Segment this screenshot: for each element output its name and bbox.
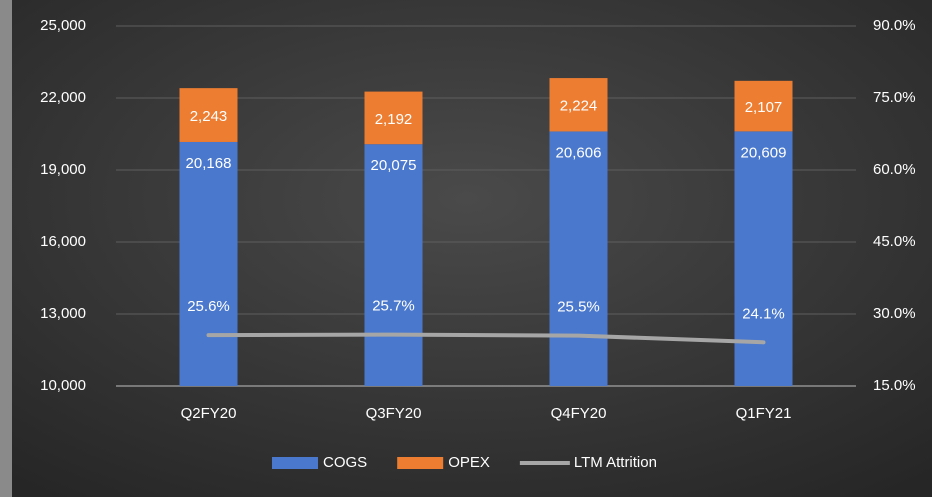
bar-segment [179, 141, 238, 386]
bar-segment [549, 131, 608, 386]
data-label: 20,075 [371, 157, 417, 174]
y-tick-label: 16,000 [40, 233, 86, 250]
data-label: 25.5% [557, 299, 600, 316]
legend-label: OPEX [448, 454, 490, 471]
data-label: 20,609 [741, 144, 787, 161]
x-tick-label: Q1FY21 [736, 405, 792, 422]
x-tick-label: Q2FY20 [181, 405, 237, 422]
legend-swatch [272, 457, 318, 469]
data-label: 25.6% [187, 298, 230, 315]
data-label: 2,107 [745, 99, 783, 116]
y2-tick-label: 30.0% [873, 305, 916, 322]
legend-label: LTM Attrition [574, 454, 657, 471]
y2-tick-label: 90.0% [873, 17, 916, 34]
data-label: 2,243 [190, 108, 228, 125]
y2-tick-label: 15.0% [873, 377, 916, 394]
data-label: 2,192 [375, 111, 413, 128]
y2-tick-label: 45.0% [873, 233, 916, 250]
bar-segment [734, 131, 793, 386]
y-tick-label: 25,000 [40, 17, 86, 34]
y-tick-label: 10,000 [40, 377, 86, 394]
y-tick-label: 19,000 [40, 161, 86, 178]
data-label: 2,224 [560, 98, 598, 115]
data-label: 25.7% [372, 298, 415, 315]
legend-swatch [397, 457, 444, 469]
bar-segment [364, 144, 423, 386]
bar-segment [549, 78, 608, 132]
bar-segment [734, 80, 793, 132]
x-tick-label: Q3FY20 [366, 405, 422, 422]
y2-tick-label: 60.0% [873, 161, 916, 178]
bar-segment [179, 88, 238, 142]
line [206, 332, 766, 345]
legend-label: COGS [323, 454, 367, 471]
x-tick-label: Q4FY20 [551, 405, 607, 422]
data-label: 20,168 [186, 155, 232, 172]
side-strip [0, 0, 12, 497]
y-tick-label: 22,000 [40, 89, 86, 106]
bar-segment [364, 91, 423, 145]
data-label: 20,606 [556, 144, 602, 161]
data-label: 24.1% [742, 305, 785, 322]
y2-tick-label: 75.0% [873, 89, 916, 106]
y-tick-label: 13,000 [40, 305, 86, 322]
